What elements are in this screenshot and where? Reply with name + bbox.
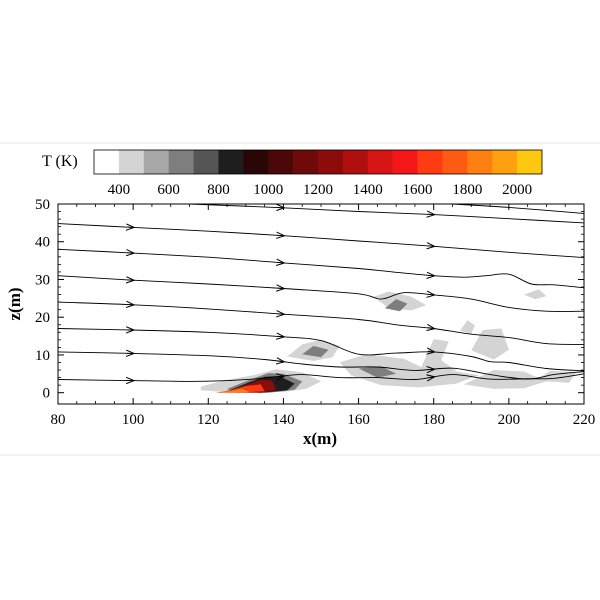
streamline-arrow xyxy=(428,351,434,352)
colorbar-cell xyxy=(467,150,493,174)
colorbar-tick-label: 1000 xyxy=(253,182,283,198)
colorbar-tick-label: 2000 xyxy=(502,182,532,198)
colorbar-cell xyxy=(143,150,169,174)
streamline-arrow xyxy=(428,246,434,247)
x-axis-title: x(m) xyxy=(303,429,337,448)
streamline xyxy=(58,275,584,312)
y-axis-title: z(m) xyxy=(5,287,24,320)
colorbar-cell xyxy=(118,150,145,174)
colorbar-title: T (K) xyxy=(42,153,78,170)
colorbar-cell xyxy=(442,150,468,174)
x-tick-label: 100 xyxy=(122,412,145,428)
colorbar-cell xyxy=(268,150,294,174)
streamline xyxy=(58,373,584,382)
streamline-arrow xyxy=(428,377,434,378)
colorbar-tick-label: 1800 xyxy=(452,182,482,198)
streamline-arrow xyxy=(278,376,284,377)
temperature-region xyxy=(471,328,509,360)
x-tick-label: 80 xyxy=(51,412,66,428)
x-tick-label: 160 xyxy=(347,412,370,428)
colorbar-cell xyxy=(243,150,269,174)
streamline xyxy=(58,301,584,345)
temperature-region xyxy=(339,354,479,388)
streamline xyxy=(58,223,584,259)
y-tick-label: 0 xyxy=(43,386,51,402)
colorbar-cell xyxy=(168,150,194,174)
colorbar-cell xyxy=(367,150,393,174)
streamline-arrow xyxy=(278,361,284,362)
streamline xyxy=(452,204,584,214)
colorbar-cell xyxy=(517,150,543,174)
colorbar-tick-label: 1200 xyxy=(303,182,333,198)
x-tick-label: 180 xyxy=(422,412,445,428)
x-tick-label: 200 xyxy=(498,412,521,428)
temperature-field xyxy=(200,289,577,393)
x-tick-label: 120 xyxy=(197,412,220,428)
temperature-region xyxy=(418,339,457,374)
y-tick-label: 40 xyxy=(35,235,50,251)
y-tick-label: 10 xyxy=(35,348,50,364)
colorbar-tick-label: 400 xyxy=(108,182,131,198)
colorbar-cell xyxy=(342,150,369,174)
streamline-group xyxy=(58,204,584,381)
colorbar-cell xyxy=(392,150,418,174)
streamline xyxy=(189,204,584,224)
y-tick-labels: 0 10 20 30 40 50 xyxy=(35,197,50,402)
temperature-region xyxy=(215,384,265,393)
colorbar-frame xyxy=(93,149,543,175)
temperature-region xyxy=(384,299,408,312)
streamline-arrow xyxy=(278,336,284,337)
y-tick-label: 20 xyxy=(35,310,50,326)
temperature-region xyxy=(302,345,329,358)
axis-ticks xyxy=(57,203,585,404)
y-tick-label: 50 xyxy=(35,197,50,213)
streamline xyxy=(58,328,584,372)
x-tick-label: 140 xyxy=(272,412,295,428)
x-tick-label: 220 xyxy=(573,412,596,428)
colorbar-tick-label: 1600 xyxy=(403,182,433,198)
temperature-region xyxy=(358,366,397,378)
temperature-region xyxy=(215,388,250,393)
colorbar-cell xyxy=(193,150,219,174)
colorbar: T (K) 400 600 800 1000 1200 1400 1600 1800 2000 xyxy=(42,149,543,198)
streamline-arrow xyxy=(277,262,283,263)
colorbar-cell xyxy=(94,150,120,174)
temperature-region xyxy=(523,289,547,300)
streamline xyxy=(58,351,584,380)
temperature-region xyxy=(460,320,475,334)
temperature-region xyxy=(535,370,577,383)
streamline-arrow xyxy=(428,328,434,329)
y-tick-label: 30 xyxy=(35,272,50,288)
colorbar-tick-label: 800 xyxy=(207,182,230,198)
streamline-arrow xyxy=(428,294,434,295)
colorbar-cell xyxy=(417,150,443,174)
streamline xyxy=(58,248,584,289)
x-tick-labels: 80 100 120 140 160 180 200 220 xyxy=(51,412,596,428)
colorbar-cell xyxy=(318,150,344,174)
colorbar-cell xyxy=(492,150,518,174)
colorbar-tick-label: 600 xyxy=(157,182,180,198)
colorbar-cell xyxy=(218,150,244,174)
colorbar-cell xyxy=(293,150,319,174)
colorbar-tick-label: 1400 xyxy=(353,182,383,198)
